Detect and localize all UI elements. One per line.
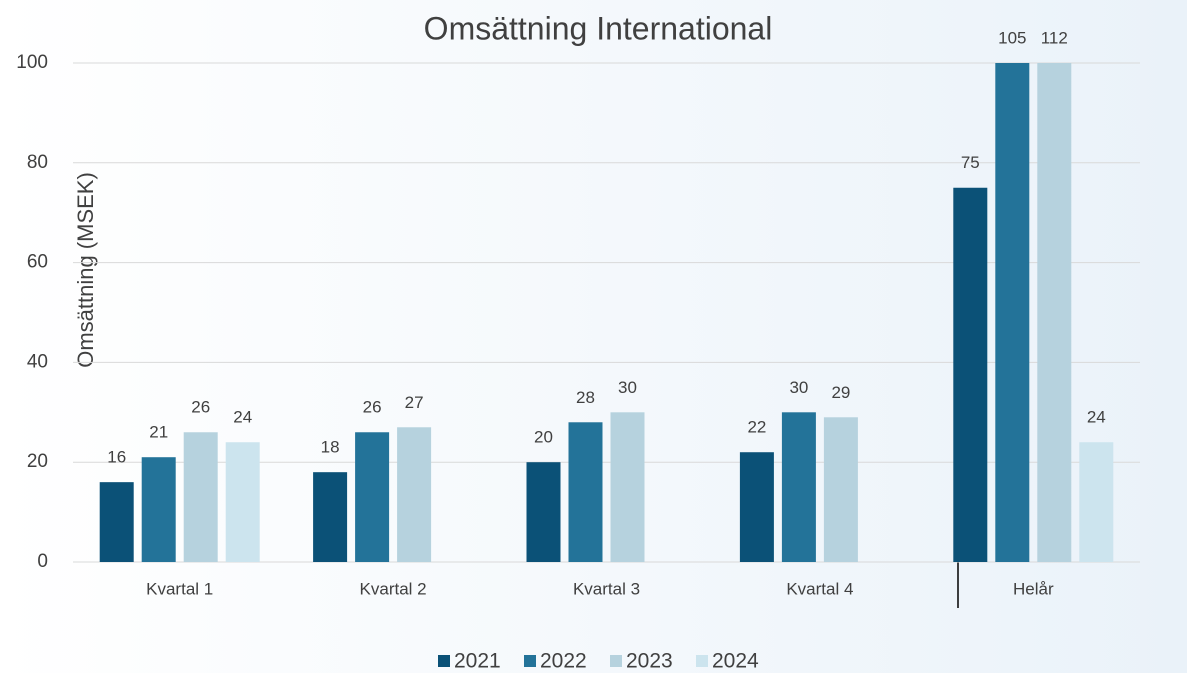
bar bbox=[355, 432, 390, 562]
y-axis-label: Omsättning (MSEK) bbox=[73, 172, 98, 368]
data-label: 22 bbox=[747, 418, 766, 437]
bar bbox=[225, 442, 260, 562]
legend-label: 2024 bbox=[712, 650, 759, 673]
data-label: 24 bbox=[1087, 408, 1106, 427]
bar bbox=[781, 412, 816, 562]
bars bbox=[99, 63, 1114, 563]
legend-swatch bbox=[610, 655, 622, 667]
legend-label: 2022 bbox=[540, 650, 587, 673]
x-tick-label: Kvartal 3 bbox=[573, 579, 640, 598]
bar bbox=[526, 462, 561, 562]
x-tick-label: Kvartal 4 bbox=[786, 579, 853, 598]
bar bbox=[313, 472, 348, 562]
data-label: 75 bbox=[961, 153, 980, 172]
x-tick-label: Kvartal 2 bbox=[360, 579, 427, 598]
chart-title: Omsättning International bbox=[424, 10, 773, 46]
bar bbox=[183, 432, 218, 562]
data-label: 18 bbox=[321, 438, 340, 457]
y-tick-label: 100 bbox=[16, 52, 48, 73]
bar bbox=[823, 417, 858, 562]
y-tick-label: 0 bbox=[37, 551, 48, 572]
bar bbox=[141, 457, 176, 562]
data-label: 112 bbox=[1041, 28, 1068, 47]
x-tick-label: Helår bbox=[1013, 579, 1054, 598]
legend-label: 2023 bbox=[626, 650, 673, 673]
y-tick-label: 60 bbox=[27, 252, 48, 273]
bar bbox=[397, 427, 432, 562]
legend-label: 2021 bbox=[454, 650, 501, 673]
y-tick-label: 80 bbox=[27, 152, 48, 173]
bar bbox=[99, 482, 134, 562]
data-label: 21 bbox=[149, 423, 168, 442]
bar bbox=[739, 452, 774, 562]
legend-swatch bbox=[524, 655, 536, 667]
data-label: 24 bbox=[233, 408, 252, 427]
bar bbox=[1037, 63, 1072, 563]
bar bbox=[953, 187, 988, 562]
bar bbox=[1079, 442, 1114, 562]
data-label: 105 bbox=[998, 28, 1026, 47]
data-label: 26 bbox=[363, 398, 382, 417]
bar bbox=[995, 63, 1030, 563]
y-tick-label: 20 bbox=[27, 451, 48, 472]
data-label: 20 bbox=[534, 428, 553, 447]
data-label: 28 bbox=[576, 388, 595, 407]
data-label: 27 bbox=[405, 393, 424, 412]
bar bbox=[568, 422, 603, 562]
y-tick-label: 40 bbox=[27, 351, 48, 372]
bar bbox=[610, 412, 645, 562]
data-label: 30 bbox=[789, 378, 808, 397]
data-label: 29 bbox=[831, 383, 850, 402]
data-label: 30 bbox=[618, 378, 637, 397]
legend-swatch bbox=[438, 655, 450, 667]
x-tick-label: Kvartal 1 bbox=[146, 579, 213, 598]
data-label: 16 bbox=[107, 448, 126, 467]
legend-swatch bbox=[696, 655, 708, 667]
data-label: 26 bbox=[191, 398, 210, 417]
